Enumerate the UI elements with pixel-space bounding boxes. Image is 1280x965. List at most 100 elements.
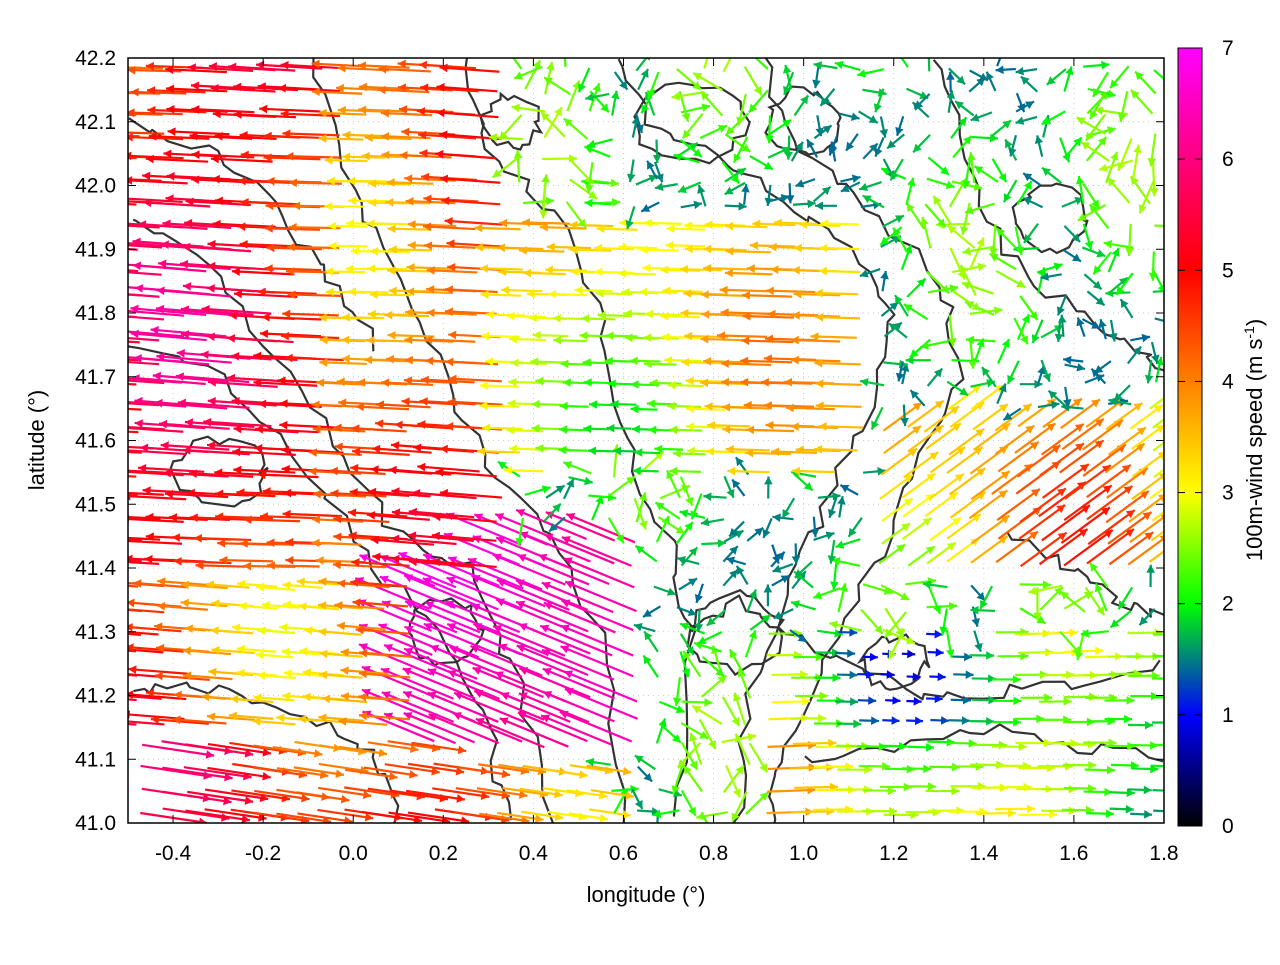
- wind-arrow: [578, 68, 589, 92]
- wind-arrow-head: [668, 381, 676, 390]
- wind-arrow-head: [558, 446, 566, 455]
- wind-arrow-head: [348, 288, 356, 297]
- wind-arrow: [929, 673, 945, 682]
- wind-arrow: [815, 379, 861, 388]
- wind-arrow-head: [1091, 399, 1100, 407]
- wind-arrow-head: [951, 787, 959, 796]
- wind-arrow-head: [706, 447, 714, 456]
- wind-arrow-head: [708, 35, 716, 44]
- wind-arrow-head: [319, 671, 327, 680]
- wind-arrow-head: [279, 421, 287, 430]
- wind-arrow-head: [1075, 424, 1084, 432]
- wind-arrow: [1139, 182, 1153, 213]
- wind-arrow-head: [417, 463, 425, 472]
- wind-arrow-head: [1070, 628, 1078, 637]
- wind-arrow: [122, 710, 185, 719]
- wind-arrow: [1086, 115, 1105, 141]
- wind-arrow-shaft: [128, 669, 187, 674]
- wind-arrow-head: [630, 357, 638, 366]
- wind-arrow: [1039, 482, 1086, 517]
- wind-arrow-head: [159, 420, 167, 429]
- wind-arrow-head: [642, 264, 650, 273]
- wind-arrow-head: [839, 583, 847, 592]
- wind-arrow-shaft: [1065, 465, 1111, 499]
- wind-arrow-head: [102, 644, 110, 653]
- wind-arrow-shaft: [119, 541, 182, 544]
- wind-arrow-head: [708, 830, 716, 839]
- wind-arrow: [763, 518, 772, 537]
- wind-arrow-head: [236, 669, 244, 678]
- wind-arrow-head: [79, 403, 87, 412]
- wind-arrow: [970, 651, 995, 660]
- wind-arrow-head: [113, 352, 121, 361]
- wind-arrow-head: [819, 422, 827, 431]
- wind-arrow-head: [686, 377, 694, 386]
- wind-arrow: [544, 107, 561, 137]
- wind-arrow-head: [279, 623, 287, 632]
- wind-arrow-head: [230, 695, 238, 704]
- wind-arrow-head: [337, 622, 345, 631]
- wind-arrow: [535, 377, 568, 386]
- wind-arrow-head: [325, 267, 333, 276]
- wind-arrow-head: [190, 513, 198, 522]
- y-tick-label: 41.6: [75, 430, 116, 453]
- wind-arrow-head: [764, 476, 773, 484]
- wind-arrow-head: [76, 219, 84, 228]
- wind-arrow: [725, 247, 770, 256]
- wind-arrow-head: [977, 263, 986, 271]
- wind-arrow: [638, 69, 648, 90]
- wind-arrow: [927, 602, 957, 611]
- wind-arrow-head: [80, 534, 88, 543]
- wind-arrow-head: [276, 714, 284, 723]
- wind-arrow-head: [784, 152, 793, 160]
- wind-arrow-head: [208, 668, 216, 677]
- wind-arrow: [906, 356, 931, 365]
- wind-arrow: [1131, 90, 1152, 114]
- wind-arrow-head: [73, 334, 81, 343]
- wind-arrow-head: [93, 397, 101, 406]
- wind-arrow: [353, 598, 409, 607]
- wind-arrow-head: [299, 647, 307, 656]
- wind-arrow-head: [176, 372, 184, 381]
- wind-arrow-head: [243, 562, 251, 571]
- wind-arrow-shaft: [997, 47, 1004, 66]
- wind-arrow-head: [666, 224, 674, 233]
- wind-arrow-head: [387, 266, 395, 275]
- wind-arrow-head: [1020, 628, 1028, 637]
- wind-arrow-head: [815, 289, 823, 298]
- wind-arrow-head: [1144, 810, 1152, 819]
- wind-arrow-head: [766, 287, 774, 296]
- wind-arrow-head: [135, 284, 143, 293]
- wind-arrow-head: [622, 288, 630, 297]
- wind-arrow: [367, 219, 407, 228]
- wind-arrow: [701, 92, 722, 116]
- wind-arrow-head: [1076, 363, 1085, 371]
- wind-arrow: [724, 41, 740, 72]
- wind-arrow: [701, 539, 726, 548]
- wind-arrow-head: [912, 426, 921, 434]
- wind-arrow-head: [445, 358, 453, 367]
- wind-arrow-head: [115, 219, 123, 228]
- wind-arrow-head: [660, 312, 668, 321]
- wind-arrow: [1021, 76, 1037, 91]
- wind-arrow: [1042, 168, 1061, 183]
- x-tick-label: 0.6: [609, 842, 638, 865]
- wind-arrow: [882, 716, 899, 725]
- wind-arrow-head: [553, 336, 561, 345]
- wind-arrow: [908, 401, 944, 427]
- wind-arrow-head: [774, 218, 782, 227]
- wind-arrow-head: [769, 243, 777, 252]
- wind-arrow-head: [631, 405, 639, 414]
- wind-arrow: [669, 467, 700, 476]
- wind-arrow-head: [589, 400, 597, 409]
- wind-arrow-head: [594, 268, 602, 277]
- wind-arrow-head: [968, 360, 977, 368]
- wind-arrow: [882, 498, 913, 520]
- wind-arrow: [1064, 485, 1111, 520]
- wind-arrow-head: [322, 695, 330, 704]
- wind-arrow-head: [633, 467, 641, 476]
- wind-arrow-head: [69, 716, 77, 725]
- wind-arrow: [746, 630, 757, 657]
- wind-arrow-head: [181, 599, 189, 608]
- wind-arrow: [1065, 363, 1085, 371]
